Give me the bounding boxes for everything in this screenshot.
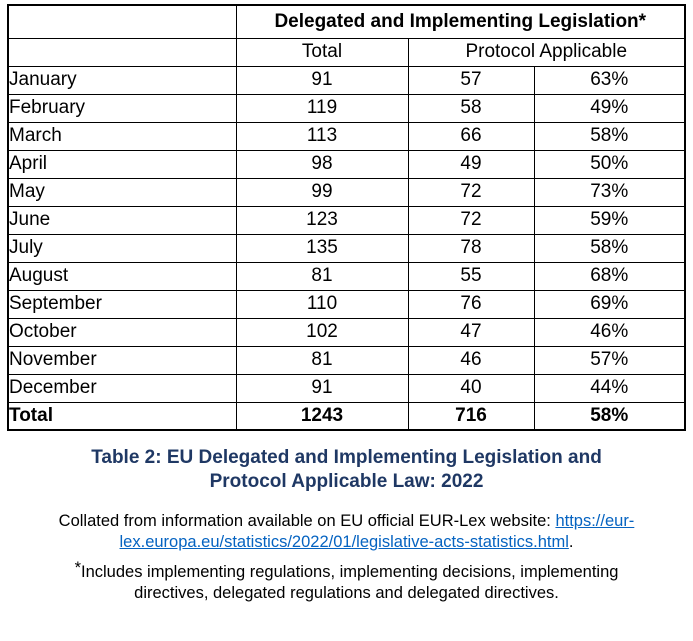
legislation-table: Delegated and Implementing Legislation* … [7, 4, 686, 431]
month-cell: June [7, 205, 237, 235]
table-row: July 135 78 58% [7, 233, 686, 263]
pct-cell: 46% [533, 317, 686, 347]
table-row: February 119 58 49% [7, 93, 686, 123]
protocol-sum-cell: 716 [407, 401, 535, 431]
asterisk-footnote-text: Includes implementing regulations, imple… [80, 563, 619, 602]
page: Delegated and Implementing Legislation* … [0, 4, 693, 641]
table-row: December 91 40 44% [7, 373, 686, 403]
pct-cell: 59% [533, 205, 686, 235]
total-sum-cell: 1243 [235, 401, 409, 431]
protocol-cell: 57 [407, 65, 535, 95]
pct-cell: 57% [533, 345, 686, 375]
month-cell: July [7, 233, 237, 263]
month-cell: January [7, 65, 237, 95]
source-footnote-period: . [568, 533, 574, 551]
pct-cell: 44% [533, 373, 686, 403]
caption-line-2: Protocol Applicable Law: 2022 [209, 471, 484, 492]
protocol-cell: 72 [407, 205, 535, 235]
total-label-cell: Total [7, 401, 237, 431]
table-total-row: Total 1243 716 58% [7, 401, 686, 431]
empty-cell [7, 37, 237, 67]
month-cell: February [7, 93, 237, 123]
protocol-cell: 55 [407, 261, 535, 291]
pct-cell: 63% [533, 65, 686, 95]
table-row: November 81 46 57% [7, 345, 686, 375]
total-cell: 81 [235, 261, 409, 291]
total-cell: 81 [235, 345, 409, 375]
pct-cell: 58% [533, 121, 686, 151]
protocol-cell: 66 [407, 121, 535, 151]
total-cell: 135 [235, 233, 409, 263]
empty-corner-cell [7, 4, 237, 39]
protocol-cell: 72 [407, 177, 535, 207]
total-cell: 99 [235, 177, 409, 207]
asterisk-footnote: *Includes implementing regulations, impl… [47, 559, 647, 604]
total-cell: 119 [235, 93, 409, 123]
month-cell: May [7, 177, 237, 207]
eurlex-statistics-link[interactable]: https://eur-lex.europa.eu/statistics/202… [119, 512, 635, 551]
total-cell: 123 [235, 205, 409, 235]
protocol-cell: 78 [407, 233, 535, 263]
protocol-cell: 46 [407, 345, 535, 375]
table-row: September 110 76 69% [7, 289, 686, 319]
table-header-row: Delegated and Implementing Legislation* [7, 4, 686, 39]
table-row: October 102 47 46% [7, 317, 686, 347]
pct-cell: 69% [533, 289, 686, 319]
month-cell: November [7, 345, 237, 375]
total-cell: 113 [235, 121, 409, 151]
total-column-header: Total [235, 37, 409, 67]
total-cell: 98 [235, 149, 409, 179]
table-row: March 113 66 58% [7, 121, 686, 151]
pct-sum-cell: 58% [533, 401, 686, 431]
pct-cell: 49% [533, 93, 686, 123]
total-cell: 91 [235, 65, 409, 95]
month-cell: October [7, 317, 237, 347]
month-cell: September [7, 289, 237, 319]
total-cell: 102 [235, 317, 409, 347]
protocol-column-header: Protocol Applicable [407, 37, 686, 67]
asterisk-marker: * [74, 559, 81, 577]
total-cell: 91 [235, 373, 409, 403]
table-row: January 91 57 63% [7, 65, 686, 95]
month-cell: March [7, 121, 237, 151]
month-cell: April [7, 149, 237, 179]
table-caption: Table 2: EU Delegated and Implementing L… [0, 446, 693, 494]
protocol-cell: 49 [407, 149, 535, 179]
pct-cell: 73% [533, 177, 686, 207]
table-row: April 98 49 50% [7, 149, 686, 179]
protocol-cell: 76 [407, 289, 535, 319]
month-cell: August [7, 261, 237, 291]
total-cell: 110 [235, 289, 409, 319]
table-row: May 99 72 73% [7, 177, 686, 207]
table-row: August 81 55 68% [7, 261, 686, 291]
source-footnote: Collated from information available on E… [23, 511, 671, 553]
protocol-cell: 58 [407, 93, 535, 123]
pct-cell: 68% [533, 261, 686, 291]
protocol-cell: 47 [407, 317, 535, 347]
table-subheader-row: Total Protocol Applicable [7, 37, 686, 67]
pct-cell: 50% [533, 149, 686, 179]
table-row: June 123 72 59% [7, 205, 686, 235]
protocol-cell: 40 [407, 373, 535, 403]
source-footnote-text: Collated from information available on E… [58, 512, 556, 530]
caption-line-1: Table 2: EU Delegated and Implementing L… [91, 447, 602, 468]
pct-cell: 58% [533, 233, 686, 263]
table-title-cell: Delegated and Implementing Legislation* [235, 4, 686, 39]
month-cell: December [7, 373, 237, 403]
